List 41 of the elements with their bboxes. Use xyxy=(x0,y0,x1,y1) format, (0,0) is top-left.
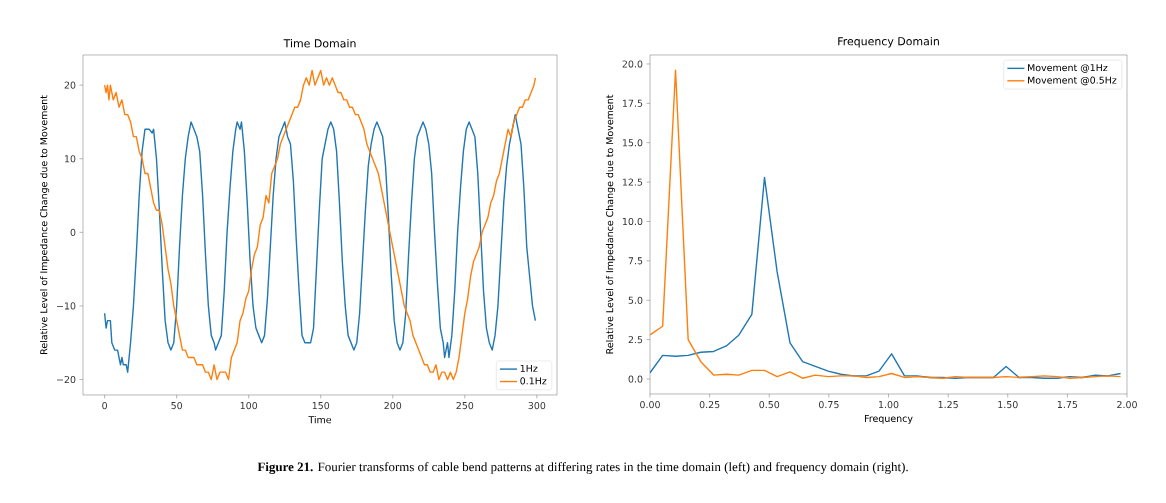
x-axis-title: Time xyxy=(308,416,332,424)
chart-title: Frequency Domain xyxy=(838,36,939,48)
y-tick-label: 5.0 xyxy=(628,296,643,304)
y-tick-label: −10 xyxy=(57,302,76,310)
x-tick-label: 1.50 xyxy=(998,401,1018,409)
legend-label: 0.1Hz xyxy=(520,377,547,385)
x-tick-label: 100 xyxy=(240,402,258,410)
x-tick-label: 50 xyxy=(171,402,183,410)
x-tick-label: 0.50 xyxy=(759,401,780,409)
text: Figure 21. Fourier transforms of cable bend patterns at differing rates in the time domain (left) and frequency domain (right). xyxy=(257,461,908,474)
x-tick-label: 2.00 xyxy=(1117,401,1137,409)
y-tick-label: 20.0 xyxy=(622,60,643,68)
y-tick-label: 20 xyxy=(64,81,76,89)
y-tick-label: 7.5 xyxy=(628,257,643,265)
y-axis-title: Relative Level of Impedance Change due to Movement xyxy=(40,95,50,354)
x-tick-label: 250 xyxy=(456,402,474,410)
y-tick-label: 10.0 xyxy=(622,217,643,226)
x-tick-label: 0 xyxy=(102,402,107,410)
x-tick-label: 1.25 xyxy=(938,401,958,409)
y-axis-title: Relative Level of Impedance Change due to Movement xyxy=(605,94,616,354)
y-tick-label: 10 xyxy=(64,155,76,163)
legend-label: Movement @1Hz xyxy=(1028,64,1108,73)
y-tick-label: −20 xyxy=(57,375,76,384)
legend-label: Movement @0.5Hz xyxy=(1028,76,1117,86)
y-tick-label: 2.5 xyxy=(628,336,643,344)
y-tick-label: 17.5 xyxy=(622,99,643,107)
x-tick-label: 300 xyxy=(528,402,546,410)
x-axis-title: Frequency xyxy=(864,415,913,424)
y-tick-label: 0.0 xyxy=(628,375,643,383)
x-tick-label: 1.00 xyxy=(879,401,899,409)
chart-title: Time Domain xyxy=(283,39,356,48)
x-tick-label: 200 xyxy=(384,402,402,410)
x-tick-label: 0.25 xyxy=(699,401,720,409)
y-tick-label: 15.0 xyxy=(622,139,643,147)
x-tick-label: 1.75 xyxy=(1057,401,1078,409)
x-tick-label: 0.00 xyxy=(640,401,660,409)
y-tick-label: 12.5 xyxy=(622,178,643,186)
x-tick-label: 150 xyxy=(312,402,330,410)
legend-label: 1Hz xyxy=(520,364,538,372)
y-tick-label: 0 xyxy=(70,228,76,236)
x-tick-label: 0.75 xyxy=(818,401,839,409)
